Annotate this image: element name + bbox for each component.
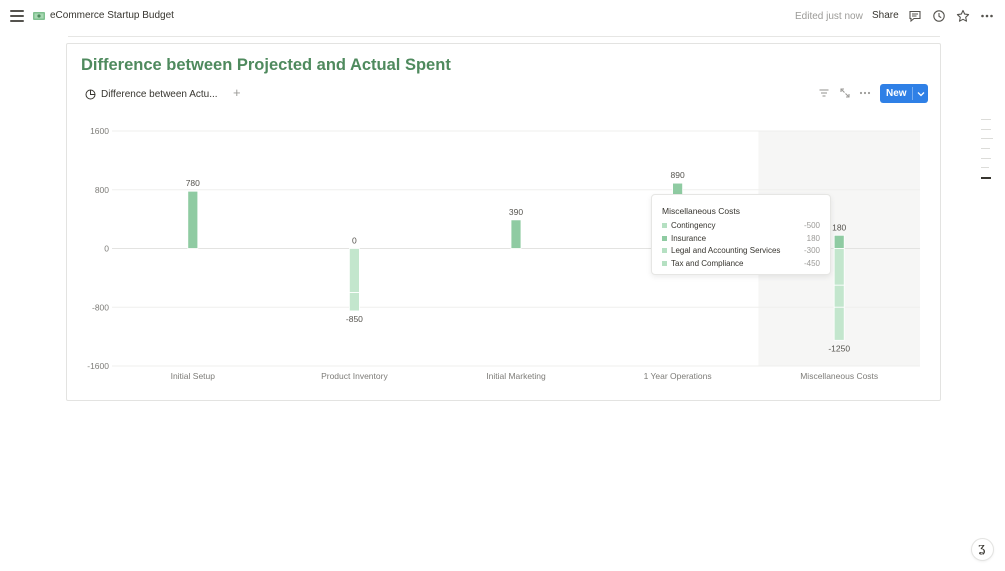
tooltip-row: Legal and Accounting Services -300 [662, 246, 820, 257]
edited-status: Edited just now [795, 11, 863, 22]
star-favorite-icon[interactable] [956, 9, 970, 23]
tooltip-swatch [662, 235, 667, 241]
bar-segment [187, 190, 199, 249]
y-tick-label: -800 [92, 302, 109, 312]
x-category-label: Initial Marketing [486, 371, 546, 381]
bar-segment [833, 284, 845, 308]
x-category-label: Initial Setup [171, 371, 216, 381]
tooltip-row: Insurance 180 [662, 234, 820, 245]
expand-icon[interactable] [838, 86, 852, 100]
view-tab-label: Difference between Actu... [101, 88, 218, 100]
tooltip-row-name: Contingency [671, 221, 716, 230]
filter-icon[interactable] [817, 86, 831, 100]
bar-segment [833, 306, 845, 341]
history-clock-icon[interactable] [932, 9, 946, 23]
table-of-contents-outline[interactable] [981, 119, 993, 187]
bar-negative-label: -1250 [828, 343, 850, 353]
view-tab-chart[interactable]: Difference between Actu... [85, 86, 218, 102]
bar-total-label: 780 [186, 178, 200, 188]
chevron-down-icon[interactable] [915, 87, 927, 100]
bar-total-label: 0 [352, 236, 357, 246]
new-button[interactable]: New [880, 84, 928, 103]
more-options-icon[interactable] [980, 9, 994, 23]
y-tick-label: -1600 [87, 361, 109, 371]
tooltip-swatch [662, 260, 667, 266]
help-ai-button[interactable]: ʓ [971, 538, 994, 561]
new-button-separator [912, 87, 913, 100]
x-category-label: 1 Year Operations [644, 371, 712, 381]
comment-icon[interactable] [908, 9, 922, 23]
y-tick-label: 1600 [90, 126, 109, 136]
bar-segment [833, 234, 845, 249]
bar-chart: 1600 800 0 -800 -1600 780 Initial Setup 0 -850 Pr… [87, 126, 920, 381]
bar-total-label: 890 [671, 170, 685, 180]
tooltip-row-value: -300 [803, 246, 820, 255]
tooltip-row-name: Insurance [671, 233, 707, 243]
x-category-label: Product Inventory [321, 371, 388, 381]
x-category-label: Miscellaneous Costs [800, 371, 878, 381]
tooltip-title: Miscellaneous Costs [662, 206, 740, 216]
view-more-options-icon[interactable] [858, 86, 872, 100]
page-title[interactable]: eCommerce Startup Budget [50, 10, 174, 21]
tooltip-swatch [662, 248, 667, 253]
money-icon [33, 12, 45, 20]
chart-heading: Difference between Projected and Actual … [81, 56, 451, 74]
bar-segment [833, 248, 845, 286]
bar-total-label: 390 [509, 207, 523, 217]
add-view-icon[interactable]: + [233, 85, 241, 100]
chart-view-icon [85, 89, 96, 99]
bar-segment [348, 292, 360, 312]
y-tick-label: 800 [95, 185, 109, 195]
bar-total-label: 180 [832, 222, 846, 232]
new-button-label: New [886, 88, 907, 99]
y-tick-label: 0 [104, 244, 109, 254]
tooltip-swatch [662, 223, 667, 228]
chart-tooltip: Miscellaneous Costs Contingency -500 Ins… [651, 194, 831, 275]
bar-segment [348, 248, 360, 293]
bar-segment [510, 219, 522, 249]
tooltip-row: Tax and Compliance -450 [662, 259, 820, 270]
tooltip-row: Contingency -500 [662, 221, 820, 232]
tooltip-row-name: Legal and Accounting Services [671, 246, 781, 255]
tooltip-row-value: 180 [806, 233, 820, 243]
share-button[interactable]: Share [872, 10, 899, 21]
tooltip-row-value: -450 [803, 258, 820, 268]
tooltip-row-name: Tax and Compliance [671, 258, 744, 268]
help-icon: ʓ [978, 541, 986, 556]
top-bar: eCommerce Startup Budget Edited just now… [0, 0, 1005, 34]
sidebar-menu-icon[interactable] [10, 10, 24, 22]
tooltip-row-value: -500 [803, 221, 820, 230]
divider [68, 36, 940, 37]
bar-negative-label: -850 [346, 314, 363, 324]
